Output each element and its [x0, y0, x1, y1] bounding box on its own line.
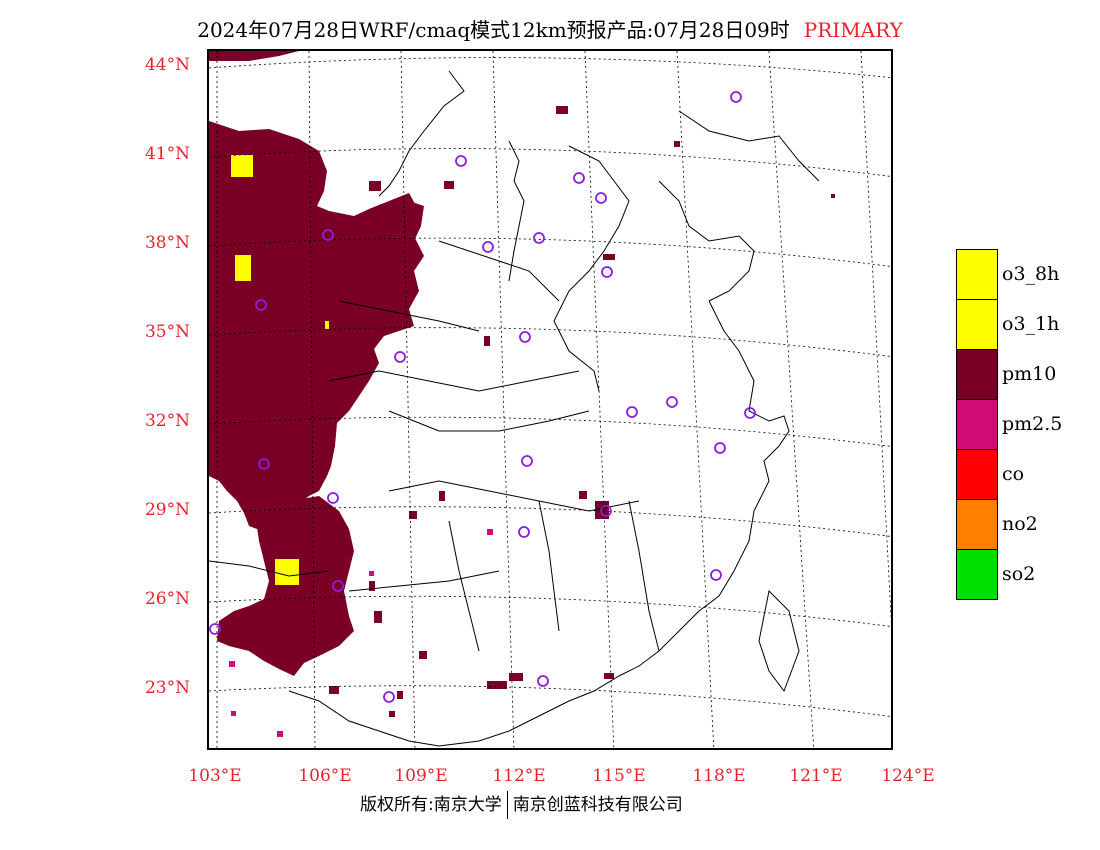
copyright-footer: 版权所有:南京大学 南京创蓝科技有限公司 [360, 790, 683, 819]
legend-swatch-o3-8h [956, 249, 998, 300]
legend-swatch-o3-1h [956, 299, 998, 350]
lon-label-103: 103°E [188, 766, 242, 786]
legend-swatch-pm25 [956, 399, 998, 450]
legend-swatch-pm10 [956, 349, 998, 400]
lat-label-32: 32°N [144, 411, 190, 431]
lon-label-115: 115°E [592, 766, 646, 786]
legend-label: no2 [1002, 513, 1038, 535]
pm25-region [229, 529, 493, 737]
lon-label-109: 109°E [394, 766, 448, 786]
lat-label-35: 35°N [144, 322, 190, 342]
lon-label-106: 106°E [298, 766, 352, 786]
lat-label-26: 26°N [144, 589, 190, 609]
map-canvas [209, 51, 891, 748]
legend-label: o3_8h [1002, 263, 1060, 285]
graticule [209, 51, 891, 748]
lat-label-41: 41°N [144, 144, 190, 164]
lat-label-23: 23°N [144, 678, 190, 698]
legend-label: co [1002, 463, 1025, 485]
legend-label: o3_1h [1002, 313, 1060, 335]
forecast-map [207, 49, 893, 750]
legend-label: pm10 [1002, 363, 1057, 385]
boundaries [209, 70, 820, 747]
lat-label-38: 38°N [144, 233, 190, 253]
o3-region [231, 155, 329, 585]
primary-pollutant-tag: PRIMARY [803, 18, 903, 42]
footer-divider [506, 791, 508, 819]
lon-label-124: 124°E [881, 766, 935, 786]
legend-swatch-so2 [956, 549, 998, 600]
title-text: 2024年07月28日WRF/cmaq模式12km预报产品:07月28日09时 [197, 18, 790, 42]
lon-label-118: 118°E [692, 766, 746, 786]
pm10-region [209, 51, 835, 717]
copyright-left: 版权所有:南京大学 [360, 795, 502, 815]
lat-label-29: 29°N [144, 500, 190, 520]
copyright-right: 南京创蓝科技有限公司 [512, 795, 683, 815]
chart-title: 2024年07月28日WRF/cmaq模式12km预报产品:07月28日09时 P… [0, 14, 1100, 43]
lon-label-121: 121°E [789, 766, 843, 786]
legend-label: pm2.5 [1002, 413, 1063, 435]
lat-label-44: 44°N [144, 55, 190, 75]
lon-label-112: 112°E [492, 766, 546, 786]
legend-label: so2 [1002, 563, 1036, 585]
monitoring-stations [209, 91, 756, 703]
legend-swatch-no2 [956, 499, 998, 550]
legend-swatch-co [956, 449, 998, 500]
